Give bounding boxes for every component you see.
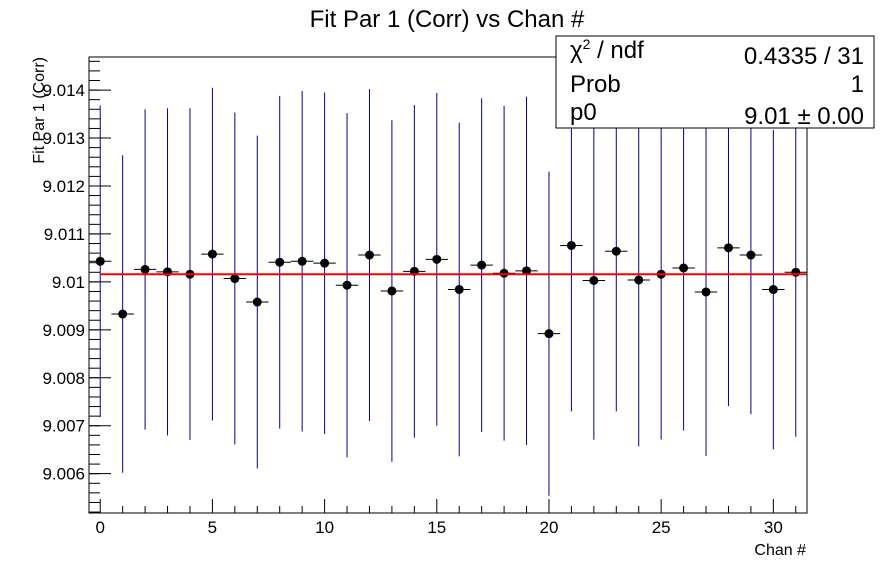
data-point xyxy=(432,254,442,264)
x-tick-label: 5 xyxy=(208,518,217,537)
data-point xyxy=(791,267,801,277)
data-point xyxy=(252,297,262,307)
y-tick-label: 9.012 xyxy=(42,177,85,196)
stats-prob-value: 1 xyxy=(851,71,864,98)
stats-chi2-value: 0.4335 / 31 xyxy=(744,43,864,70)
data-point xyxy=(477,260,487,270)
data-point xyxy=(207,249,217,259)
data-point xyxy=(566,240,576,250)
data-point xyxy=(589,275,599,285)
stats-p0-value: 9.01 ± 0.00 xyxy=(744,103,864,130)
data-point xyxy=(364,250,374,260)
stats-prob-label: Prob xyxy=(570,71,621,98)
y-tick-label: 9.014 xyxy=(42,81,85,100)
y-tick-label: 9.007 xyxy=(42,417,85,436)
stats-p0-label: p0 xyxy=(570,99,597,126)
y-tick-label: 9.013 xyxy=(42,129,85,148)
chart-title: Fit Par 1 (Corr) vs Chan # xyxy=(310,6,585,33)
data-point xyxy=(387,286,397,296)
data-point xyxy=(611,246,621,256)
stats-box-frame xyxy=(555,35,875,129)
data-point xyxy=(297,256,307,266)
data-point xyxy=(544,329,554,339)
x-axis-title: Chan # xyxy=(754,542,806,559)
x-axis: 0 5 10 15 20 25 30 xyxy=(95,499,797,537)
data-point xyxy=(634,275,644,285)
data-point xyxy=(679,263,689,273)
data-point xyxy=(320,258,330,268)
plot-frame xyxy=(88,56,808,514)
data-point xyxy=(454,285,464,295)
x-tick-label: 30 xyxy=(764,518,783,537)
data-point xyxy=(230,274,240,284)
stats-chi2-label: χ2 / ndf xyxy=(570,36,644,64)
y-tick-label: 9.01 xyxy=(52,273,85,292)
data-point xyxy=(746,250,756,260)
data-point xyxy=(522,266,532,276)
x-tick-label: 25 xyxy=(652,518,671,537)
data-point xyxy=(275,257,285,267)
y-axis-title: Fit Par 1 (Corr) xyxy=(31,57,48,164)
x-tick-label: 15 xyxy=(427,518,446,537)
x-tick-label: 20 xyxy=(540,518,559,537)
x-tick-label: 10 xyxy=(315,518,334,537)
data-point xyxy=(95,256,105,266)
data-point xyxy=(140,264,150,274)
data-point xyxy=(701,287,711,297)
data-point xyxy=(768,285,778,295)
y-axis: 9.006 9.007 9.008 9.009 9.01 9.011 9.012 9.013 9… xyxy=(42,60,111,513)
data-point xyxy=(723,243,733,253)
data-series xyxy=(89,79,807,496)
data-point xyxy=(342,280,352,290)
y-tick-label: 9.011 xyxy=(44,225,85,244)
x-tick-label: 0 xyxy=(95,518,104,537)
data-point xyxy=(118,309,128,319)
y-tick-label: 9.006 xyxy=(42,465,85,484)
y-tick-label: 9.009 xyxy=(42,321,85,340)
y-tick-label: 9.008 xyxy=(42,369,85,388)
stats-box: χ2 / ndf 0.4335 / 31 Prob 1 p0 9.01 ± 0.… xyxy=(555,35,875,130)
